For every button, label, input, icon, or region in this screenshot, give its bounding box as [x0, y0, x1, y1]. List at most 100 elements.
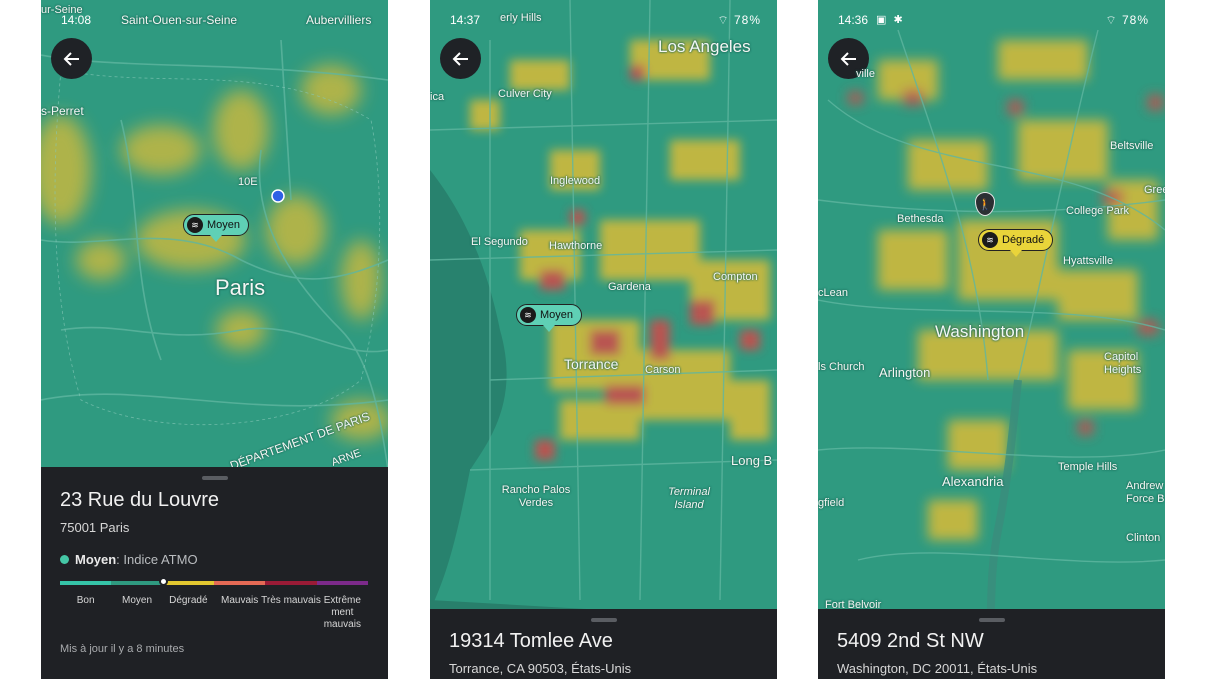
- battery-level: 78%: [733, 13, 761, 27]
- map-label-ville: ville: [856, 68, 875, 80]
- index-level-label: Dégradé: [169, 595, 208, 606]
- status-bar: ur-Seine 14:08 Saint-Ouen-sur-Seine Aube…: [41, 4, 388, 30]
- status-time: 14:36: [838, 13, 869, 27]
- air-wave-icon: ≋: [187, 217, 203, 233]
- scale-segment-good: [60, 581, 112, 585]
- index-level: Moyen: [75, 552, 117, 567]
- address-postal: 75001 Paris: [60, 520, 130, 535]
- map-label-place: ur-Seine: [41, 4, 83, 16]
- map-label-arlington: Arlington: [879, 365, 931, 380]
- map-label-aubervilliers: Aubervilliers: [306, 13, 372, 27]
- address-postal: Washington, DC 20011, États-Unis: [837, 661, 1038, 676]
- pin-tail: [1009, 250, 1022, 257]
- back-button[interactable]: [51, 38, 92, 79]
- back-button[interactable]: [828, 38, 869, 79]
- status-time: 14:08: [61, 13, 92, 27]
- map-label-perret: s-Perret: [41, 104, 84, 118]
- air-quality-pin[interactable]: ≋ Moyen: [516, 304, 583, 332]
- map-label-gardena: Gardena: [608, 281, 651, 293]
- address-title: 23 Rue du Louvre: [60, 489, 220, 511]
- map-label-los-angeles: Los Angeles: [658, 37, 751, 56]
- air-quality-pin[interactable]: ≋ Moyen: [183, 214, 250, 242]
- map-label-torrance: Torrance: [564, 356, 619, 372]
- address-title: 19314 Tomlee Ave: [449, 630, 613, 652]
- walking-person-icon[interactable]: 🚶: [975, 192, 995, 216]
- address-title: 5409 2nd St NW: [837, 630, 984, 652]
- status-bar: 14:36 ▣ ✱ ⌔ 78%: [818, 10, 1165, 30]
- map-label-springfield: gfield: [818, 497, 845, 509]
- map-label-carson: Carson: [645, 364, 681, 376]
- map-label-gree: Gree: [1144, 184, 1165, 196]
- scale-segment-very-bad: [265, 581, 317, 585]
- map-label-culver-city: Culver City: [498, 88, 552, 100]
- map-label-beltsville: Beltsville: [1110, 140, 1154, 152]
- air-quality-pin[interactable]: ≋ Dégradé: [978, 229, 1054, 257]
- map-label-hyattsville: Hyattsville: [1063, 255, 1114, 267]
- index-level-label: Bon: [76, 595, 95, 606]
- pin-tail: [543, 325, 556, 332]
- index-level-label: Mauvais: [221, 595, 259, 606]
- pin-label: Dégradé: [1002, 234, 1045, 246]
- battery-level: 78%: [1121, 13, 1149, 27]
- index-level-label: Très mauvais: [261, 595, 321, 606]
- wifi-icon: ⌔: [717, 13, 730, 27]
- map-label-mclean: cLean: [818, 287, 848, 299]
- sheet-drag-handle[interactable]: [978, 618, 1005, 622]
- arrow-left-icon: [840, 51, 856, 66]
- map-label-fort-belvoir: Fort Belvoir: [825, 599, 882, 611]
- map-label-capitol-heights: Capitol Heights: [1104, 351, 1142, 376]
- index-scale: [60, 581, 368, 585]
- back-button[interactable]: [440, 38, 481, 79]
- arrow-left-icon: [63, 51, 79, 66]
- map-label-paris: Paris: [215, 275, 266, 300]
- map-label-rancho-palos-verdes: Rancho Palos Verdes: [501, 484, 571, 509]
- index-scale-marker: [158, 577, 168, 586]
- map-label-washington: Washington: [935, 322, 1025, 341]
- location-details-sheet[interactable]: 19314 Tomlee Ave Torrance, CA 90503, Éta…: [430, 609, 777, 679]
- status-right-icons: ⌔ 78%: [1105, 13, 1149, 28]
- map-label-clinton: Clinton: [1126, 532, 1161, 544]
- index-name: : Indice ATMO: [116, 552, 198, 567]
- status-bar: 14:37 erly Hills ⌔ 78%: [430, 10, 777, 30]
- sheet-drag-handle[interactable]: [590, 618, 617, 622]
- map-label-andrews: Andrew Force B: [1126, 480, 1165, 505]
- map-label-bethesda: Bethesda: [897, 213, 944, 225]
- arrow-left-icon: [452, 51, 468, 66]
- status-right-icons: ⌔ 78%: [717, 13, 761, 28]
- address-postal: Torrance, CA 90503, États-Unis: [449, 661, 632, 676]
- map-label-beverly-hills: erly Hills: [500, 12, 542, 24]
- map-label-college-park: College Park: [1066, 205, 1129, 217]
- phone-screen-paris: ur-Seine 14:08 Saint-Ouen-sur-Seine Aube…: [41, 0, 388, 679]
- map-label-falls-church: ls Church: [818, 361, 865, 373]
- scale-segment-degraded: [162, 581, 214, 585]
- sheet-drag-handle[interactable]: [201, 476, 228, 480]
- wifi-icon: ⌔: [1105, 13, 1118, 27]
- map-label-saint-ouen: Saint-Ouen-sur-Seine: [121, 13, 238, 27]
- map-label-ica: ica: [430, 91, 445, 103]
- scale-segment-extreme: [316, 581, 368, 585]
- air-wave-icon: ≋: [982, 232, 998, 248]
- notification-icons: ▣ ✱: [876, 14, 905, 26]
- air-quality-map[interactable]: [430, 0, 777, 679]
- location-details-sheet[interactable]: 5409 2nd St NW Washington, DC 20011, Éta…: [818, 609, 1165, 679]
- map-label-compton: Compton: [713, 271, 758, 283]
- map-label-long-beach: Long B: [731, 453, 773, 468]
- scale-segment-moderate: [111, 581, 163, 585]
- map-label-10e: 10E: [238, 176, 258, 188]
- map-label-inglewood: Inglewood: [550, 175, 601, 187]
- updated-text: Mis à jour il y a 8 minutes: [60, 643, 185, 655]
- index-level-dot: [60, 555, 69, 564]
- status-time: 14:37: [450, 13, 481, 27]
- pin-label: Moyen: [207, 219, 241, 231]
- air-index-row: Moyen : Indice ATMO: [60, 552, 198, 567]
- phone-screen-washington: 14:36 ▣ ✱ ⌔ 78% ville Beltsville Gree Be…: [818, 0, 1165, 679]
- air-wave-icon: ≋: [520, 307, 536, 323]
- pin-tail: [210, 235, 223, 242]
- map-label-el-segundo: El Segundo: [471, 236, 528, 248]
- location-details-sheet[interactable]: 23 Rue du Louvre 75001 Paris Moyen : Ind…: [41, 467, 388, 679]
- index-level-label: Extrême ment mauvais: [323, 595, 361, 630]
- pin-label: Moyen: [540, 309, 574, 321]
- map-label-hawthorne: Hawthorne: [549, 240, 603, 252]
- index-level-label: Moyen: [121, 595, 152, 606]
- map-label-alexandria: Alexandria: [942, 474, 1004, 489]
